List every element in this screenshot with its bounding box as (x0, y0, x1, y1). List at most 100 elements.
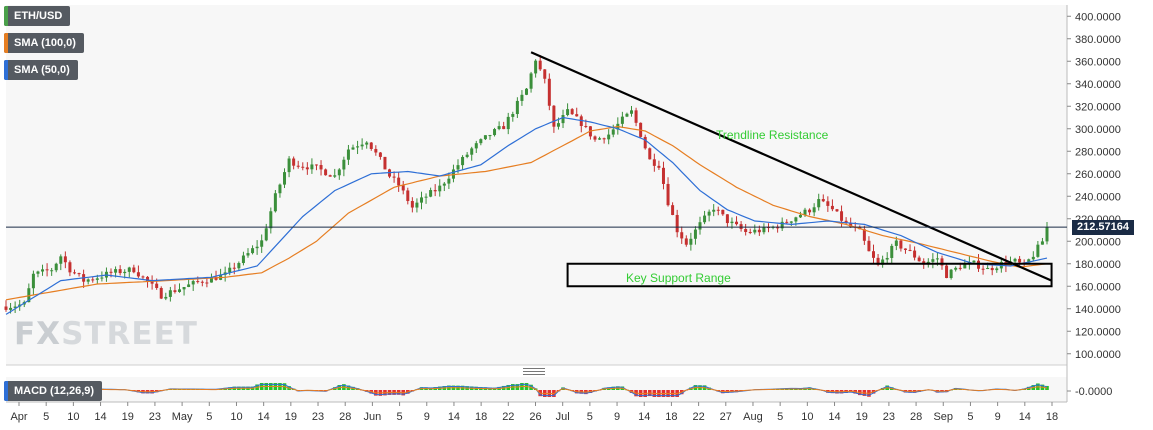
candle-body (913, 250, 917, 258)
candle-body (598, 138, 602, 140)
price-tick-label: 120.0000 (1075, 326, 1121, 338)
candle-body (146, 276, 150, 282)
candle-body (155, 283, 159, 288)
candle-body (191, 281, 195, 285)
candle-body (602, 138, 606, 140)
candle-body (497, 126, 501, 130)
candle-body (693, 229, 697, 239)
candle-body (410, 201, 414, 208)
price-axis: 400.0000 380.0000 360.0000 340.0000 320.0000… (1067, 11, 1121, 361)
fxstreet-logo: FXSTREET (14, 316, 198, 352)
price-tick-label: 180.0000 (1075, 259, 1121, 271)
time-tick-label: 18 (475, 411, 487, 423)
candle-body (534, 60, 538, 74)
candle-body (86, 279, 90, 282)
candle-body (817, 199, 821, 208)
candle-body (575, 114, 579, 117)
time-tick-label: May (172, 411, 193, 423)
candle-body (830, 205, 834, 210)
candle-body (995, 268, 999, 271)
price-tick-label: 140.0000 (1075, 304, 1121, 316)
sma-50-label: SMA (50,0) (14, 64, 70, 76)
candle-body (13, 306, 17, 308)
candle-body (474, 143, 478, 149)
candle-body (707, 211, 711, 216)
time-tick-label: 14 (94, 411, 106, 423)
legend-symbol[interactable]: ETH/USD (4, 6, 71, 26)
candle-body (721, 209, 725, 215)
candle-body (835, 209, 839, 212)
price-tick-label: 260.0000 (1075, 169, 1121, 181)
time-tick-label: Jul (556, 411, 570, 423)
pane-resize-handle[interactable] (523, 368, 545, 375)
candle-body (196, 281, 200, 283)
candle-body (963, 264, 967, 269)
time-tick-label: 14 (448, 411, 460, 423)
candle-body (365, 142, 369, 145)
legend-sma-100[interactable]: SMA (100,0) (4, 33, 84, 53)
candle-body (643, 136, 647, 149)
candle-body (114, 269, 118, 273)
candle-body (972, 260, 976, 263)
price-tick-label: 300.0000 (1075, 124, 1121, 136)
candle-body (324, 169, 328, 176)
candle-body (168, 290, 172, 297)
candle-body (479, 139, 483, 144)
candle-body (447, 178, 451, 184)
candle-body (1031, 256, 1035, 260)
candle-body (949, 269, 953, 279)
candle-body (917, 257, 921, 262)
candle-body (566, 109, 570, 116)
candle-body (397, 177, 401, 186)
candle-body (876, 257, 880, 265)
candle-body (511, 114, 515, 117)
candle-body (95, 278, 99, 280)
trendline-resistance (530, 51, 1053, 282)
candle-body (209, 276, 213, 283)
price-tick-label: 360.0000 (1075, 56, 1121, 68)
candle-body (735, 221, 739, 225)
time-tick-label: 22 (502, 411, 514, 423)
candle-body (716, 209, 720, 211)
candle-body (68, 262, 72, 273)
candle-body (812, 207, 816, 213)
candle-body (173, 290, 177, 292)
candle-body (319, 165, 323, 170)
candle-body (100, 277, 104, 279)
candle-body (986, 267, 990, 270)
price-tick-label: 320.0000 (1075, 101, 1121, 113)
time-tick-label: 5 (206, 411, 212, 423)
candle-body (1013, 258, 1017, 262)
time-tick-label: 18 (1046, 411, 1058, 423)
macd-axis: -0.0000 (1067, 386, 1112, 398)
time-tick-label: 9 (424, 411, 430, 423)
candle-body (570, 109, 574, 115)
sma-100-color-swatch (4, 33, 8, 53)
candle-body (543, 69, 547, 79)
candle-body (872, 251, 875, 258)
candle-body (981, 268, 985, 270)
candle-body (136, 272, 140, 277)
candle-body (885, 257, 889, 260)
time-tick-label: 14 (258, 411, 270, 423)
sma-100-line (5, 125, 1048, 301)
candle-body (127, 267, 131, 272)
time-axis: Apr 5 10 14 19 23 May 5 10 14 19 23 28 Jun 5 9 14 18 22 26 J… (10, 402, 1058, 423)
legend-sma-50[interactable]: SMA (50,0) (4, 60, 78, 80)
price-tick-label: 100.0000 (1075, 349, 1121, 361)
time-tick-label: 10 (230, 411, 242, 423)
candle-body (109, 271, 113, 273)
time-tick-label: 10 (801, 411, 813, 423)
legend-macd[interactable]: MACD (12,26,9) (4, 381, 103, 401)
candle-body (794, 217, 798, 222)
candle-body (132, 267, 136, 273)
candle-body (725, 214, 729, 224)
candle-body (958, 267, 962, 269)
symbol-color-swatch (4, 6, 8, 26)
candle-body (314, 164, 318, 166)
candle-body (392, 176, 396, 178)
candle-body (689, 238, 693, 245)
candle-body (789, 221, 793, 223)
candle-body (584, 125, 588, 127)
